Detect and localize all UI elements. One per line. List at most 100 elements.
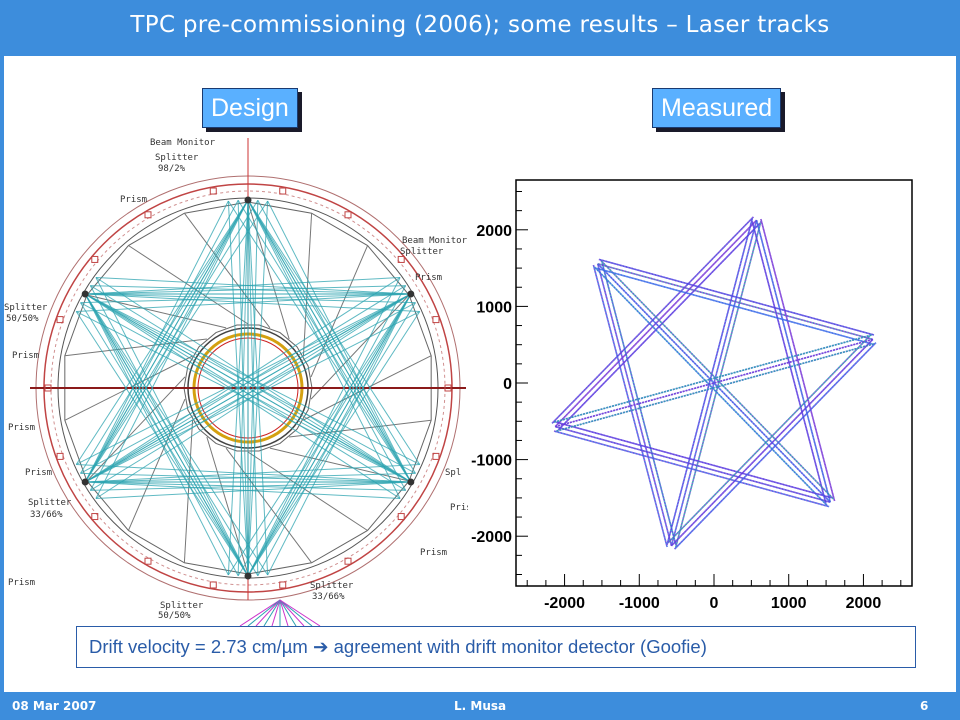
rod-marker <box>397 255 405 263</box>
laser-track-points <box>551 216 877 550</box>
laser-ray-lines <box>75 196 421 580</box>
inner-polygon <box>183 324 313 452</box>
laser-ray <box>247 311 421 577</box>
diagram-annotation: 33/66% <box>30 510 63 520</box>
laser-ray <box>84 293 239 576</box>
laser-ray <box>84 293 269 576</box>
diagram-annotation: 33/66% <box>312 592 345 602</box>
laser-track <box>600 260 834 500</box>
radial-wire <box>183 419 194 563</box>
rod-marker <box>44 384 52 392</box>
laser-ray <box>237 200 249 577</box>
laser-ray <box>95 481 411 500</box>
diagram-annotation: Prism <box>415 273 442 283</box>
y-tick-label: -2000 <box>471 529 512 546</box>
laser-ray <box>84 293 406 491</box>
laser-ray <box>84 302 416 483</box>
radial-wire <box>127 398 186 531</box>
laser-track <box>670 338 874 547</box>
rod-marker <box>144 211 152 219</box>
laser-ray <box>257 200 412 483</box>
laser-ray <box>267 200 412 483</box>
measured-label: Measured <box>652 88 782 128</box>
laser-ray <box>85 481 406 491</box>
diagram-annotation: Prism <box>25 468 52 478</box>
radial-wire <box>310 245 369 378</box>
laser-ray <box>84 293 412 483</box>
diagram-annotation: Splitter <box>160 601 204 611</box>
laser-ray <box>84 200 269 483</box>
rod-marker <box>209 187 217 195</box>
drift-velocity-note: Drift velocity = 2.73 cm/µm ➔ agreement … <box>76 626 916 668</box>
slide-title: TPC pre-commissioning (2006); some resul… <box>130 12 830 38</box>
radial-wire <box>86 376 186 482</box>
laser-track <box>555 338 873 428</box>
prism-point <box>407 290 415 298</box>
diagram-annotation: Prism <box>450 503 468 513</box>
y-tick-label: -1000 <box>471 453 512 470</box>
laser-track <box>553 334 872 423</box>
x-tick-label: -1000 <box>619 595 660 612</box>
diagram-annotation: Prism <box>420 548 447 558</box>
laser-ray <box>85 276 401 295</box>
rod-marker <box>91 513 99 521</box>
measured-scatter-plot: -2000 -1000 0 1000 2000 2000 1000 0 -1000 -2000 <box>471 179 913 612</box>
diagram-annotation: 50/50% <box>6 314 39 324</box>
radial-wire <box>269 447 410 482</box>
laser-track <box>666 218 753 545</box>
diagram-annotation: Spl <box>445 468 461 478</box>
radial-wire <box>128 245 249 325</box>
beam-fan-line <box>279 599 289 626</box>
prism-point <box>244 196 252 204</box>
laser-ray <box>247 285 407 577</box>
title-bar: TPC pre-commissioning (2006); some resul… <box>0 0 960 56</box>
rod-marker <box>432 316 440 324</box>
diagram-annotation: Splitter <box>155 153 199 163</box>
laser-ray <box>84 285 406 483</box>
laser-track <box>557 222 761 431</box>
rod-marker <box>56 316 64 324</box>
laser-ray <box>237 199 412 483</box>
laser-track <box>601 262 677 545</box>
radial-wire <box>247 201 290 340</box>
laser-ray <box>84 293 229 576</box>
laser-track <box>675 221 762 548</box>
laser-ray <box>267 293 412 576</box>
diagram-annotation: 50/50% <box>158 611 191 621</box>
rod-marker <box>56 452 64 460</box>
x-tick-label: 2000 <box>846 595 882 612</box>
beam-fan-line <box>279 599 321 626</box>
laser-track <box>594 266 828 506</box>
laser-ray <box>85 481 401 500</box>
laser-ray <box>84 293 259 577</box>
rod-marker <box>432 452 440 460</box>
beam-fan-line <box>279 599 305 626</box>
beam-fan-line <box>247 599 281 626</box>
prism-point <box>244 572 252 580</box>
x-tick-label: -2000 <box>544 595 585 612</box>
diagram-annotation: Beam Monitor <box>402 236 468 246</box>
laser-track <box>667 335 871 544</box>
footer-bar: 08 Mar 2007 L. Musa 6 <box>0 692 960 720</box>
rod-marker <box>279 187 287 195</box>
laser-track <box>751 221 827 504</box>
laser-ray <box>227 200 412 483</box>
prism-point <box>81 290 89 298</box>
beam-fan-line <box>239 599 281 626</box>
laser-ray <box>84 293 416 474</box>
laser-track <box>760 218 836 502</box>
laser-ray <box>75 199 249 465</box>
design-label: Design <box>202 88 298 128</box>
diagram-annotation: 98/2% <box>158 164 186 174</box>
prism-point <box>407 478 415 486</box>
laser-ray <box>85 472 416 483</box>
beam-fan-line <box>255 599 281 626</box>
diagram-annotation: Prism <box>8 578 35 588</box>
laser-track <box>597 263 873 341</box>
diagram-annotation: Prism <box>120 195 147 205</box>
radial-wire <box>310 294 410 400</box>
laser-track <box>556 343 875 432</box>
rod-marker <box>144 557 152 565</box>
footer-date: 08 Mar 2007 <box>12 699 97 713</box>
laser-ray <box>95 276 411 295</box>
